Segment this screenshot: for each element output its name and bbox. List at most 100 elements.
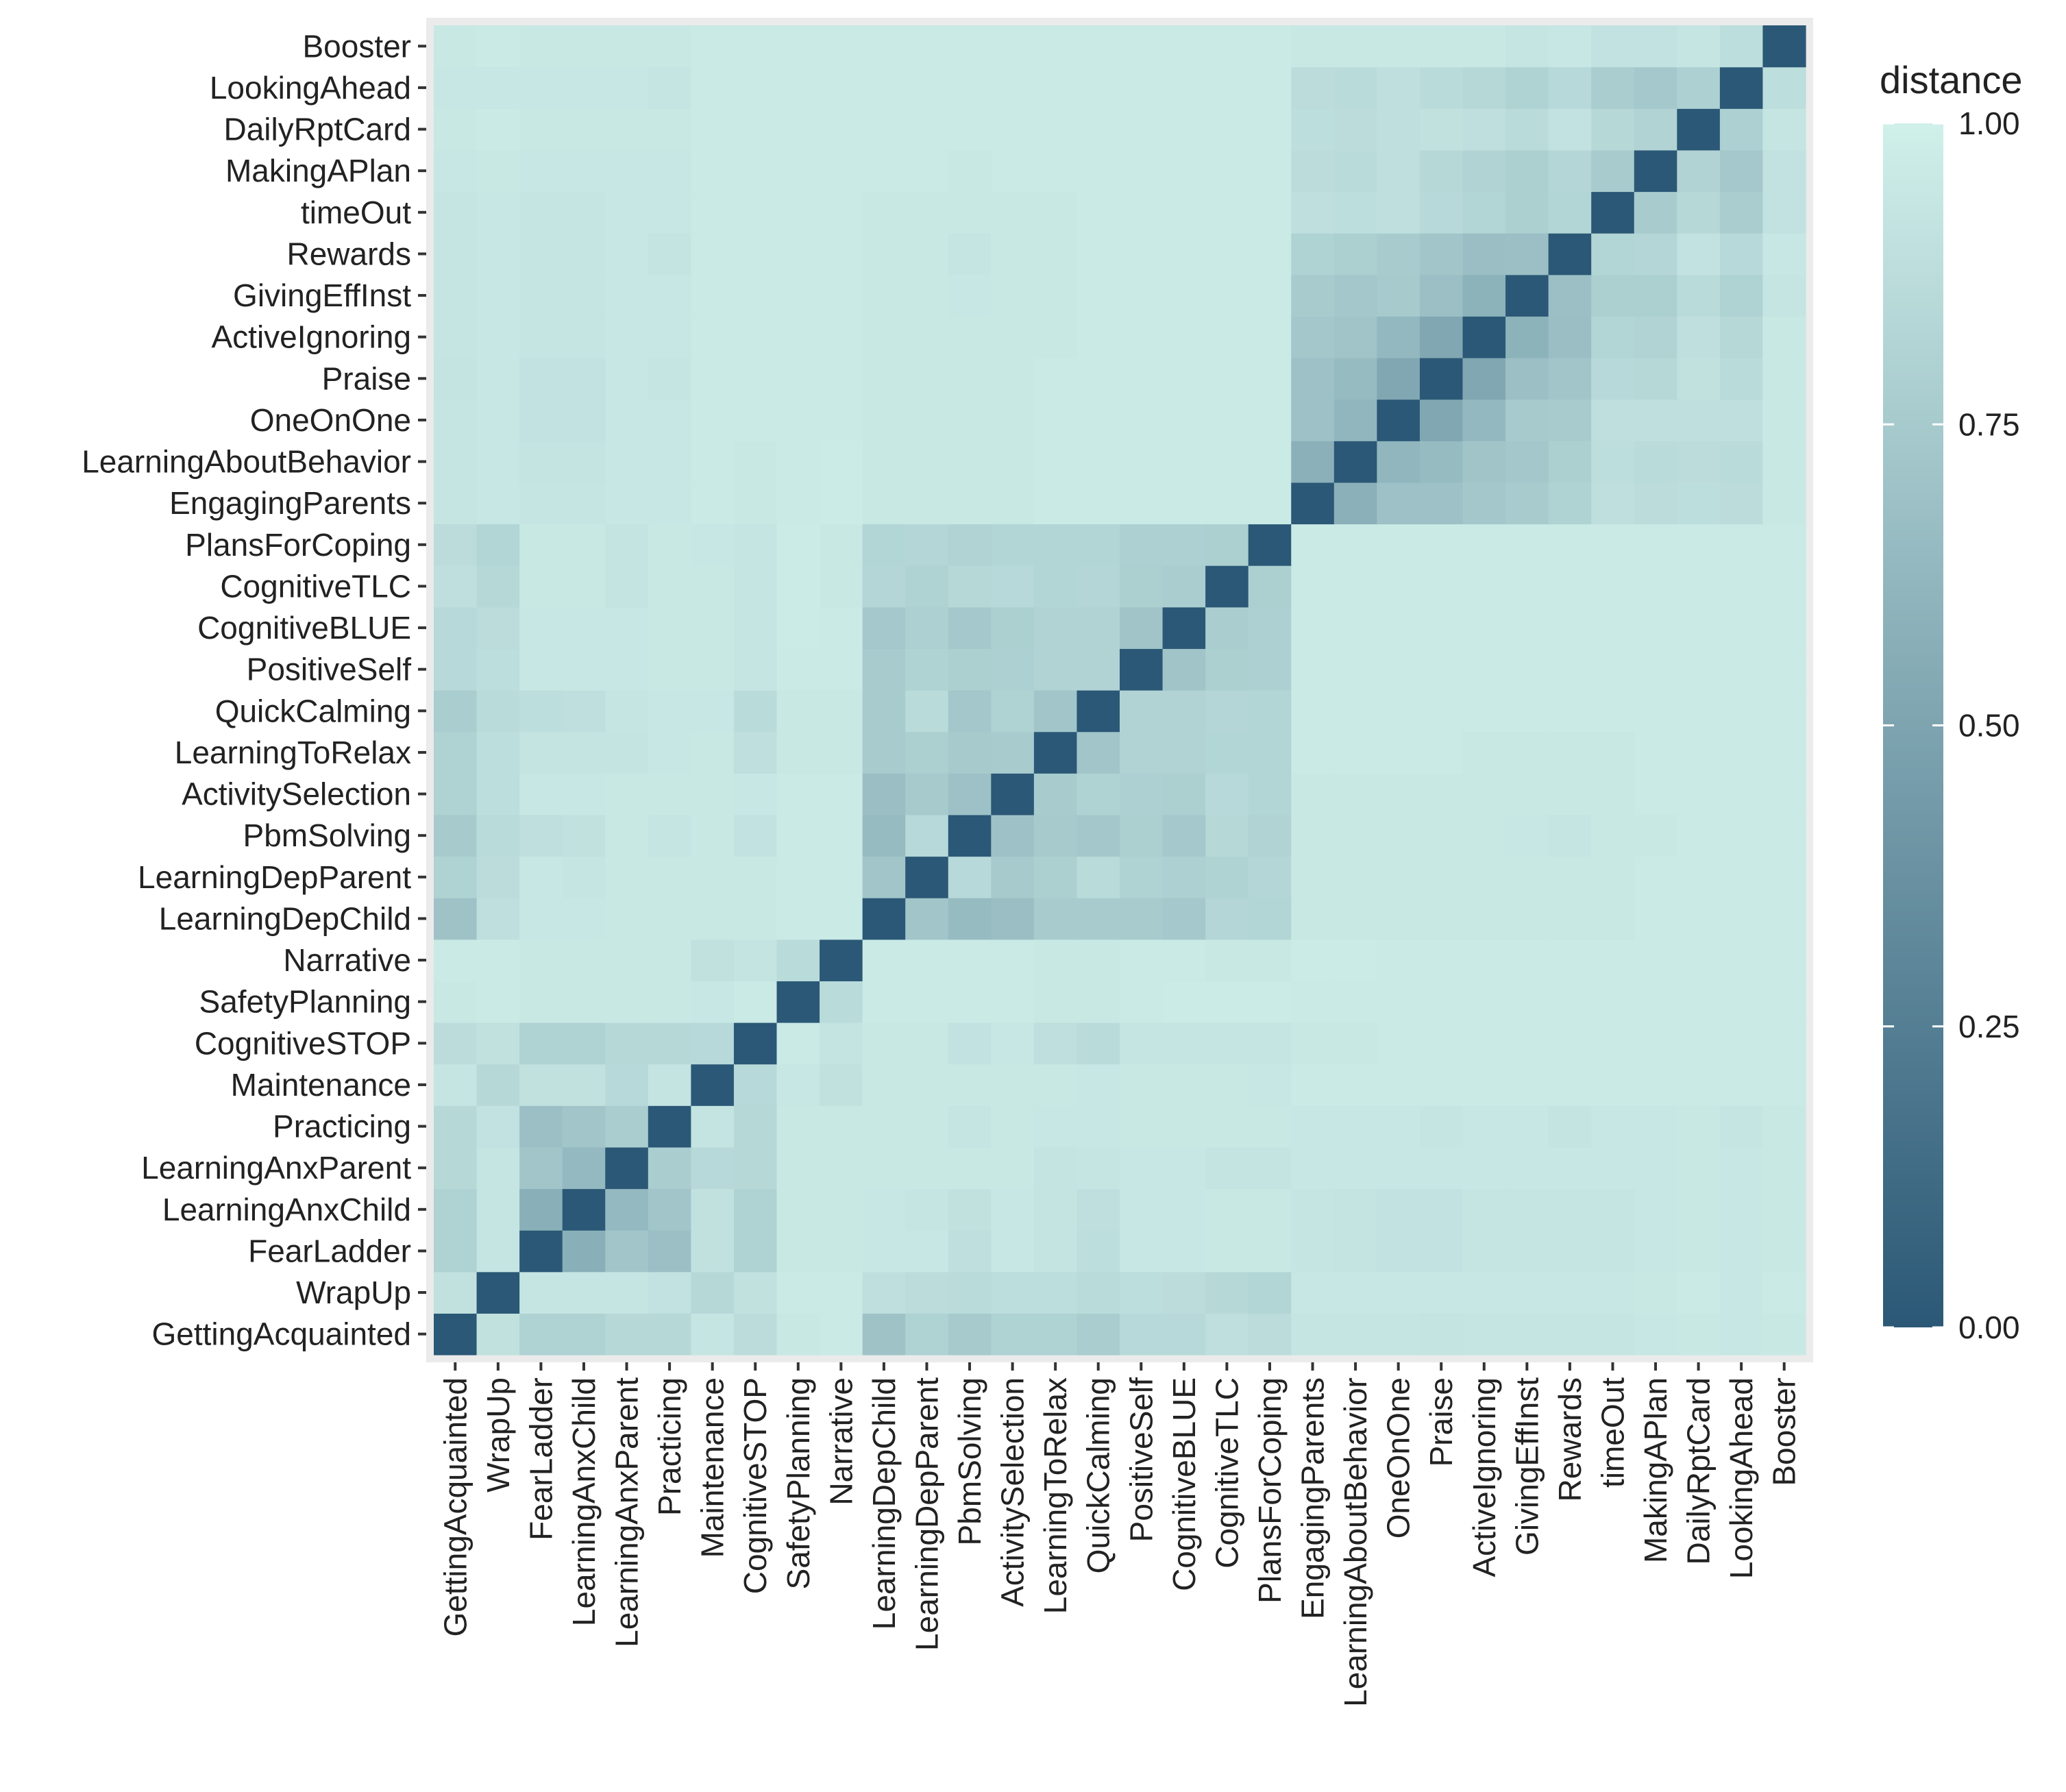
- heatmap-cell-LearningAnxChild-Maintenance: [562, 1064, 606, 1106]
- heatmap-cell-WrapUp-LearningAnxChild: [476, 1188, 520, 1231]
- heatmap-cell-CognitiveTLC-CognitiveBLUE: [1205, 606, 1249, 649]
- heatmap-cell-LearningDepParent-ActiveIgnoring: [905, 316, 949, 358]
- heatmap-cell-CognitiveSTOP-DailyRptCard: [733, 108, 778, 151]
- heatmap-cell-OneOnOne-Maintenance: [1377, 1064, 1421, 1106]
- heatmap-cell-LearningDepParent-timeOut: [905, 191, 949, 234]
- heatmap-cell-CognitiveTLC-timeOut: [1205, 191, 1249, 234]
- heatmap-cell-GettingAcquainted-LearningToRelax: [434, 731, 478, 774]
- heatmap-cell-QuickCalming-CognitiveTLC: [1077, 565, 1120, 608]
- heatmap-cell-DailyRptCard-SafetyPlanning: [1677, 981, 1721, 1023]
- heatmap-cell-Booster-LearningDepParent: [1762, 856, 1806, 898]
- heatmap-cell-GivingEffInst-PositiveSelf: [1505, 648, 1549, 691]
- heatmap-cell-Maintenance-CognitiveTLC: [691, 565, 735, 608]
- x-tick-label: LearningAnxParent: [609, 1377, 645, 1647]
- heatmap-cell-EngagingParents-CognitiveBLUE: [1291, 606, 1335, 649]
- heatmap-cell-Practicing-LearningToRelax: [648, 731, 691, 774]
- heatmap-cell-DailyRptCard-Maintenance: [1677, 1064, 1721, 1106]
- heatmap-cell-PlansForCoping-LearningAnxChild: [1248, 1188, 1292, 1231]
- heatmap-cell-LearningToRelax-LookingAhead: [1033, 66, 1078, 109]
- heatmap-cell-PbmSolving-CognitiveTLC: [948, 565, 992, 608]
- heatmap-cell-WrapUp-LookingAhead: [476, 66, 520, 109]
- heatmap-cell-PlansForCoping-Booster: [1248, 25, 1292, 68]
- heatmap-cell-LearningAnxParent-Narrative: [605, 939, 649, 981]
- heatmap-cell-Booster-ActivitySelection: [1762, 773, 1806, 815]
- heatmap-cell-PbmSolving-CognitiveBLUE: [948, 606, 992, 649]
- heatmap-cell-LearningAnxParent-QuickCalming: [605, 690, 649, 733]
- heatmap-cell-MakingAPlan-CognitiveTLC: [1634, 565, 1677, 608]
- heatmap-cell-GivingEffInst-LearningToRelax: [1505, 731, 1549, 774]
- heatmap-cell-Praise-Maintenance: [1419, 1064, 1464, 1106]
- heatmap-cell-PositiveSelf-ActiveIgnoring: [1120, 316, 1164, 358]
- heatmap-cell-Maintenance-LearningDepParent: [691, 856, 735, 898]
- heatmap-cell-LearningAnxParent-OneOnOne: [605, 399, 649, 441]
- heatmap-cell-SafetyPlanning-DailyRptCard: [776, 108, 820, 151]
- heatmap-cell-EngagingParents-timeOut: [1291, 191, 1335, 234]
- heatmap-cell-DailyRptCard-FearLadder: [1677, 1230, 1721, 1273]
- heatmap-cell-CognitiveBLUE-MakingAPlan: [1162, 149, 1206, 193]
- heatmap-cell-LookingAhead-QuickCalming: [1719, 690, 1764, 733]
- heatmap-cell-Booster-FearLadder: [1762, 1230, 1806, 1273]
- heatmap-cell-FearLadder-ActivitySelection: [519, 773, 563, 815]
- x-tick-label: GivingEffInst: [1509, 1377, 1545, 1556]
- heatmap-cell-LookingAhead-LearningAboutBehavior: [1719, 441, 1764, 483]
- heatmap-cell-FearLadder-PositiveSelf: [519, 648, 563, 691]
- heatmap-cell-Maintenance-Praise: [691, 358, 735, 400]
- x-tick-label: LearningDepChild: [866, 1377, 902, 1630]
- x-tick-label: ActiveIgnoring: [1466, 1377, 1502, 1578]
- heatmap-cell-CognitiveBLUE-WrapUp: [1162, 1271, 1206, 1314]
- heatmap-cell-Booster-Maintenance: [1762, 1064, 1806, 1106]
- heatmap-cell-LearningAboutBehavior-SafetyPlanning: [1333, 981, 1377, 1023]
- heatmap-cell-LearningToRelax-timeOut: [1033, 191, 1078, 234]
- heatmap-cell-CognitiveSTOP-ActiveIgnoring: [733, 316, 778, 358]
- heatmap-cell-QuickCalming-LookingAhead: [1077, 66, 1120, 109]
- y-tick-label: PbmSolving: [243, 818, 411, 853]
- heatmap-cell-timeOut-GettingAcquainted: [1591, 1313, 1635, 1355]
- heatmap-cell-SafetyPlanning-Praise: [776, 358, 820, 400]
- heatmap-cell-Praise-EngagingParents: [1419, 482, 1464, 525]
- heatmap-cell-Praise-LearningDepChild: [1419, 898, 1464, 940]
- heatmap-cell-EngagingParents-WrapUp: [1291, 1271, 1335, 1314]
- heatmap-cell-Praise-CognitiveBLUE: [1419, 606, 1464, 649]
- y-tick-label: timeOut: [301, 195, 411, 230]
- heatmap-cell-timeOut-Rewards: [1591, 233, 1635, 275]
- heatmap-cell-OneOnOne-Praise: [1377, 358, 1421, 400]
- heatmap-cell-Booster-QuickCalming: [1762, 690, 1806, 733]
- heatmap-cell-PositiveSelf-Rewards: [1120, 233, 1164, 275]
- heatmap-cell-LearningAboutBehavior-DailyRptCard: [1333, 108, 1377, 151]
- heatmap-cell-GettingAcquainted-Practicing: [434, 1105, 478, 1148]
- x-tick-label: CognitiveSTOP: [737, 1377, 773, 1594]
- heatmap-cell-Practicing-ActiveIgnoring: [648, 316, 691, 358]
- heatmap-cell-Rewards-PositiveSelf: [1548, 648, 1592, 691]
- heatmap-cell-Maintenance-WrapUp: [691, 1271, 735, 1314]
- heatmap-cell-Praise-GivingEffInst: [1419, 274, 1464, 317]
- heatmap-cell-ActivitySelection-FearLadder: [991, 1230, 1035, 1273]
- heatmap-cell-CognitiveBLUE-LearningAnxChild: [1162, 1188, 1206, 1231]
- heatmap-cell-GivingEffInst-LearningDepChild: [1505, 898, 1549, 940]
- heatmap-cell-LearningDepChild-PositiveSelf: [862, 648, 906, 691]
- heatmap-cell-Maintenance-ActiveIgnoring: [691, 316, 735, 358]
- heatmap-cell-LearningAnxParent-EngagingParents: [605, 482, 649, 525]
- heatmap-cell-WrapUp-WrapUp: [476, 1271, 520, 1314]
- heatmap-cell-Rewards-timeOut: [1548, 191, 1592, 234]
- heatmap-cell-LearningAnxChild-ActiveIgnoring: [562, 316, 606, 358]
- heatmap-cell-PositiveSelf-Narrative: [1120, 939, 1164, 981]
- y-tick-label: LearningDepChild: [159, 900, 411, 936]
- heatmap-cell-Maintenance-PbmSolving: [691, 814, 735, 857]
- heatmap-cell-EngagingParents-FearLadder: [1291, 1230, 1335, 1273]
- heatmap-cell-Narrative-DailyRptCard: [820, 108, 863, 151]
- heatmap-cell-Rewards-QuickCalming: [1548, 690, 1592, 733]
- heatmap-cell-LearningAnxParent-Maintenance: [605, 1064, 649, 1106]
- heatmap-cell-LearningDepChild-EngagingParents: [862, 482, 906, 525]
- heatmap-cell-GivingEffInst-CognitiveBLUE: [1505, 606, 1549, 649]
- heatmap-cell-timeOut-GivingEffInst: [1591, 274, 1635, 317]
- x-tick-label: ActivitySelection: [995, 1377, 1031, 1607]
- heatmap-cell-CognitiveBLUE-LookingAhead: [1162, 66, 1206, 109]
- heatmap-cell-WrapUp-FearLadder: [476, 1230, 520, 1273]
- heatmap-cell-ActiveIgnoring-PositiveSelf: [1462, 648, 1506, 691]
- heatmap-cell-LearningAnxParent-Rewards: [605, 233, 649, 275]
- heatmap-cell-ActivitySelection-Booster: [991, 25, 1035, 68]
- heatmap-cell-LookingAhead-LearningToRelax: [1719, 731, 1764, 774]
- legend-tick-label: 0.50: [1958, 708, 2020, 744]
- heatmap-cell-OneOnOne-timeOut: [1377, 191, 1421, 234]
